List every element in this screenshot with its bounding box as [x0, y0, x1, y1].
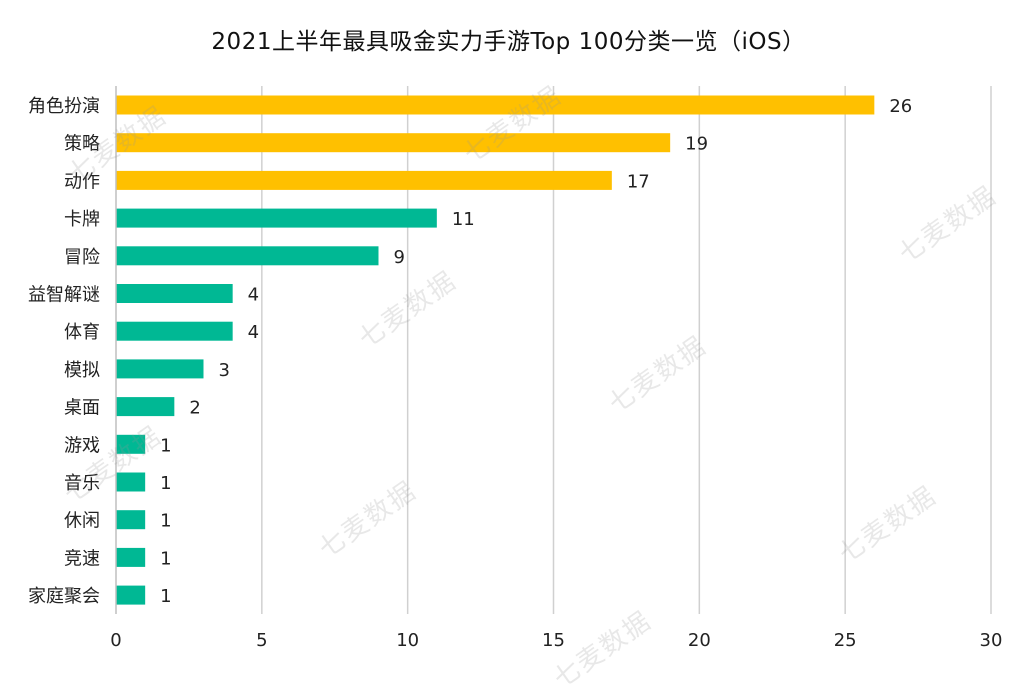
x-tick-label: 20 [688, 630, 711, 651]
category-label: 冒险 [64, 247, 100, 268]
category-label: 模拟 [64, 360, 100, 381]
bar [116, 359, 204, 379]
x-tick-label: 0 [110, 630, 121, 651]
data-label: 3 [219, 360, 230, 381]
category-label: 角色扮演 [28, 96, 100, 117]
bar [116, 321, 233, 341]
data-label: 4 [248, 322, 259, 343]
data-label: 9 [394, 247, 405, 268]
category-label: 动作 [64, 171, 100, 192]
category-label: 音乐 [64, 473, 100, 494]
category-label: 休闲 [64, 511, 100, 532]
data-label: 19 [685, 134, 708, 155]
bar [116, 95, 875, 115]
data-label: 4 [248, 285, 259, 306]
x-tick-label: 25 [834, 630, 857, 651]
category-label: 卡牌 [64, 209, 100, 230]
bar [116, 284, 233, 303]
bar [116, 133, 671, 153]
category-label: 桌面 [64, 398, 100, 419]
x-tick-label: 30 [980, 630, 1003, 651]
data-label: 1 [160, 548, 171, 569]
data-label: 1 [160, 435, 171, 456]
category-label: 竞速 [64, 548, 100, 569]
x-tick-label: 5 [256, 630, 267, 651]
data-label: 1 [160, 586, 171, 607]
x-tick-label: 10 [396, 630, 419, 651]
bar [116, 246, 379, 266]
bar [116, 547, 146, 567]
data-label: 2 [189, 398, 200, 419]
bar [116, 170, 612, 190]
data-label: 26 [889, 96, 912, 117]
data-label: 17 [627, 171, 650, 192]
data-label: 1 [160, 511, 171, 532]
bar [116, 472, 146, 492]
category-label: 游戏 [64, 435, 100, 456]
category-label: 家庭聚会 [28, 586, 100, 607]
bar [116, 434, 146, 454]
chart-title: 2021上半年最具吸金实力手游Top 100分类一览（iOS） [211, 29, 806, 55]
data-label: 11 [452, 209, 475, 230]
category-label: 策略 [64, 134, 100, 155]
bar [116, 585, 146, 605]
x-tick-label: 15 [542, 630, 565, 651]
category-label: 益智解谜 [28, 285, 100, 306]
data-label: 1 [160, 473, 171, 494]
bar [116, 510, 146, 530]
bar [116, 397, 175, 417]
bar [116, 208, 437, 228]
category-label: 体育 [64, 322, 100, 343]
